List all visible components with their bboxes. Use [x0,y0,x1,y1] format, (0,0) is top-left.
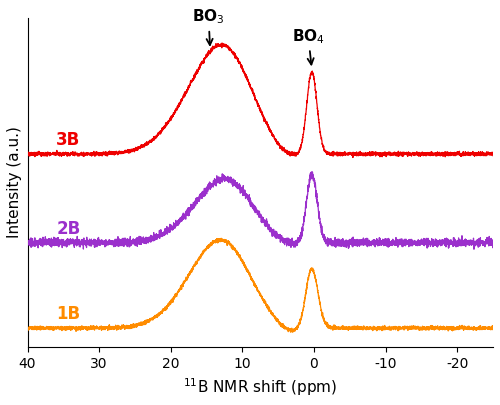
Y-axis label: Intensity (a.u.): Intensity (a.u.) [7,126,22,239]
Text: 2B: 2B [56,220,80,238]
Text: BO$_4$: BO$_4$ [292,27,324,64]
X-axis label: $^{11}$B NMR shift (ppm): $^{11}$B NMR shift (ppm) [183,376,338,398]
Text: BO$_3$: BO$_3$ [192,7,225,45]
Text: 1B: 1B [56,305,80,323]
Text: 3B: 3B [56,131,80,149]
